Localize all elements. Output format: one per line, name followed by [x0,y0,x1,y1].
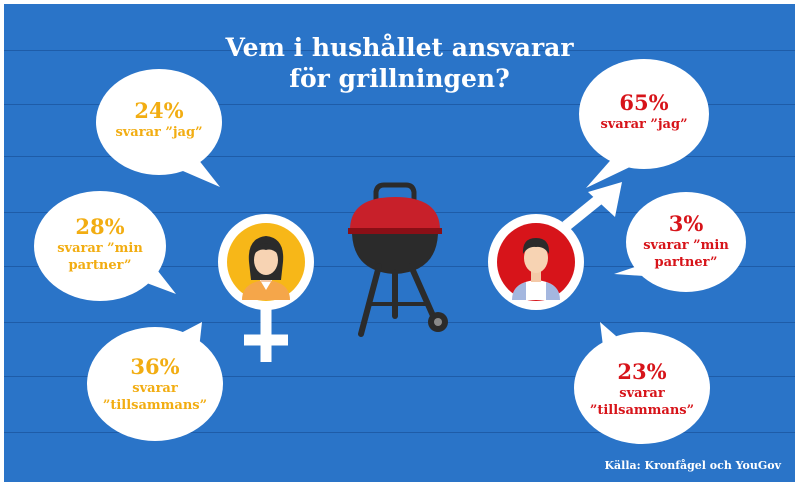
stat-percent: 3% [668,211,704,236]
stat-percent: 28% [75,214,125,239]
source-credit: Källa: Kronfågel och YouGov [604,459,781,472]
page-title: Vem i hushållet ansvarar för grillningen… [4,32,795,94]
plank-seam [4,322,795,323]
stat-label-line-1: svarar ”min [643,238,729,253]
plank-seam [4,104,795,105]
stat-percent: 23% [617,359,667,384]
plank-seam [4,432,795,433]
male-stat-3: 23% svarar ”tillsammans” [574,359,710,419]
female-bubble-2 [34,191,176,301]
stat-label-line-2: partner” [68,258,132,273]
title-line-2: för grillningen? [289,64,510,93]
stat-percent: 65% [619,90,669,115]
stat-label: svarar ”jag” [115,125,203,140]
woman-avatar-icon [242,236,290,300]
stat-percent: 24% [134,98,184,123]
female-bubble-3 [87,322,223,441]
speech-bubbles [34,59,746,444]
male-stat-1: 65% svarar ”jag” [579,90,709,133]
male-bubble-1 [579,59,709,188]
stat-label-line-2: ”tillsammans” [102,398,208,413]
plank-seam [4,376,795,377]
stat-label-line-2: partner” [654,255,718,270]
female-stat-1: 24% svarar ”jag” [96,98,222,141]
female-stat-2: 28% svarar ”min partner” [34,214,166,274]
stat-label-line-1: svarar [619,386,665,401]
kettle-grill-icon [348,182,448,337]
male-stat-2: 3% svarar ”min partner” [626,211,746,271]
plank-seam [4,156,795,157]
female-stat-3: 36% svarar ”tillsammans” [87,354,223,414]
male-bubble-3 [574,322,710,444]
stat-label-line-1: svarar ”min [57,241,143,256]
stat-label-line-2: ”tillsammans” [589,403,695,418]
plank-seam [4,50,795,51]
stat-label: svarar ”jag” [600,117,688,132]
title-line-1: Vem i hushållet ansvarar [225,33,574,62]
stat-percent: 36% [130,354,180,379]
stat-label-line-1: svarar [132,381,178,396]
man-avatar-icon [512,238,560,300]
male-bubble-2 [614,192,746,292]
infographic-frame: Vem i hushållet ansvarar för grillningen… [4,4,795,482]
female-bubble-1 [96,69,222,187]
